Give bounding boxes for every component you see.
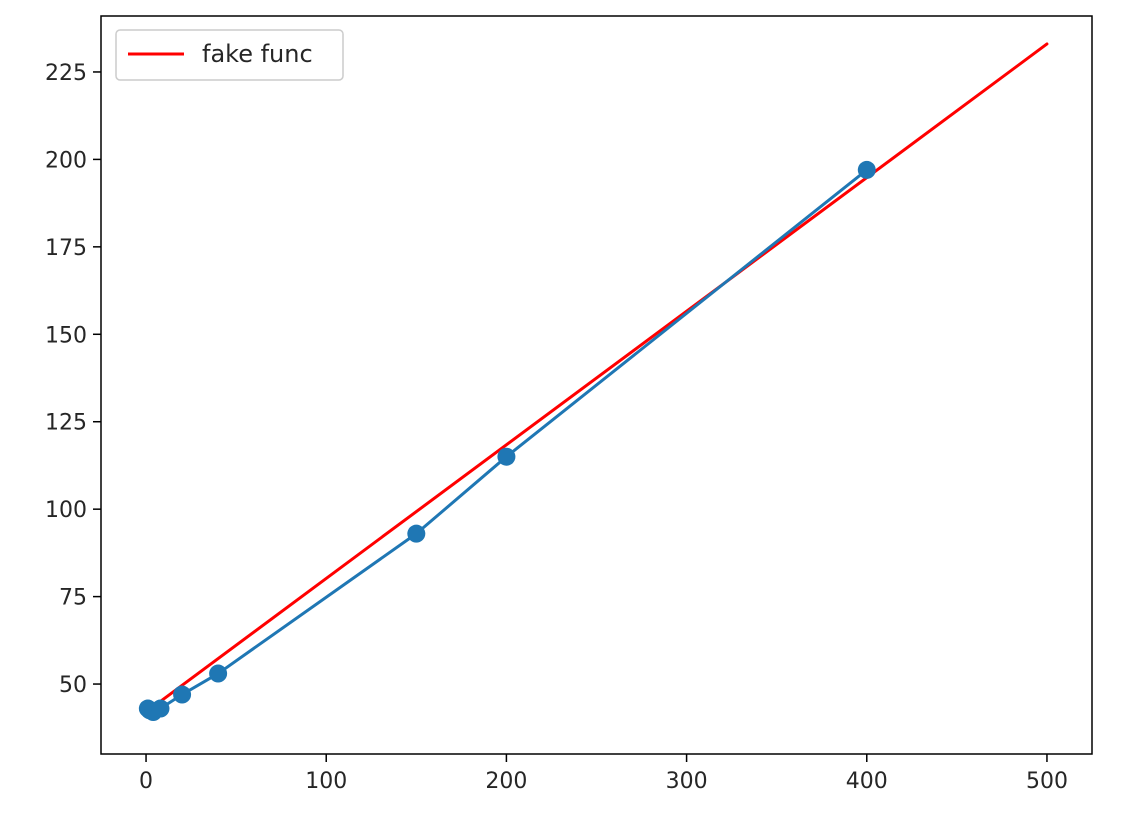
y-tick-label: 75 xyxy=(59,586,87,611)
series-1-point xyxy=(407,524,426,543)
x-tick-label: 400 xyxy=(846,769,888,794)
x-tick-label: 300 xyxy=(666,769,708,794)
plot-frame xyxy=(100,15,1093,755)
y-tick-label: 150 xyxy=(45,323,87,348)
series-0-line xyxy=(144,42,1049,714)
y-tick-label: 175 xyxy=(45,236,87,261)
series-1-point xyxy=(151,699,170,718)
x-tick-label: 100 xyxy=(305,769,347,794)
legend-label-fake-func: fake func xyxy=(202,40,313,68)
y-tick-label: 100 xyxy=(45,498,87,523)
y-tick-label: 200 xyxy=(45,148,87,173)
series-1-point xyxy=(173,685,192,704)
series-1-point xyxy=(209,664,228,683)
x-tick-label: 500 xyxy=(1026,769,1068,794)
series-1-point xyxy=(497,447,516,466)
legend-box xyxy=(115,29,344,81)
legend: fake func xyxy=(115,29,344,81)
y-tick-label: 125 xyxy=(45,411,87,436)
x-axis: 0 100 200 300 400 500 xyxy=(139,754,1068,794)
y-tick-label: 50 xyxy=(59,673,87,698)
series-layer xyxy=(138,42,1049,722)
y-tick-label: 225 xyxy=(45,61,87,86)
x-tick-label: 200 xyxy=(485,769,527,794)
x-tick-label: 0 xyxy=(139,769,153,794)
series-1-point xyxy=(857,160,876,179)
y-axis: 50 75 100 125 150 175 200 225 xyxy=(45,61,101,698)
